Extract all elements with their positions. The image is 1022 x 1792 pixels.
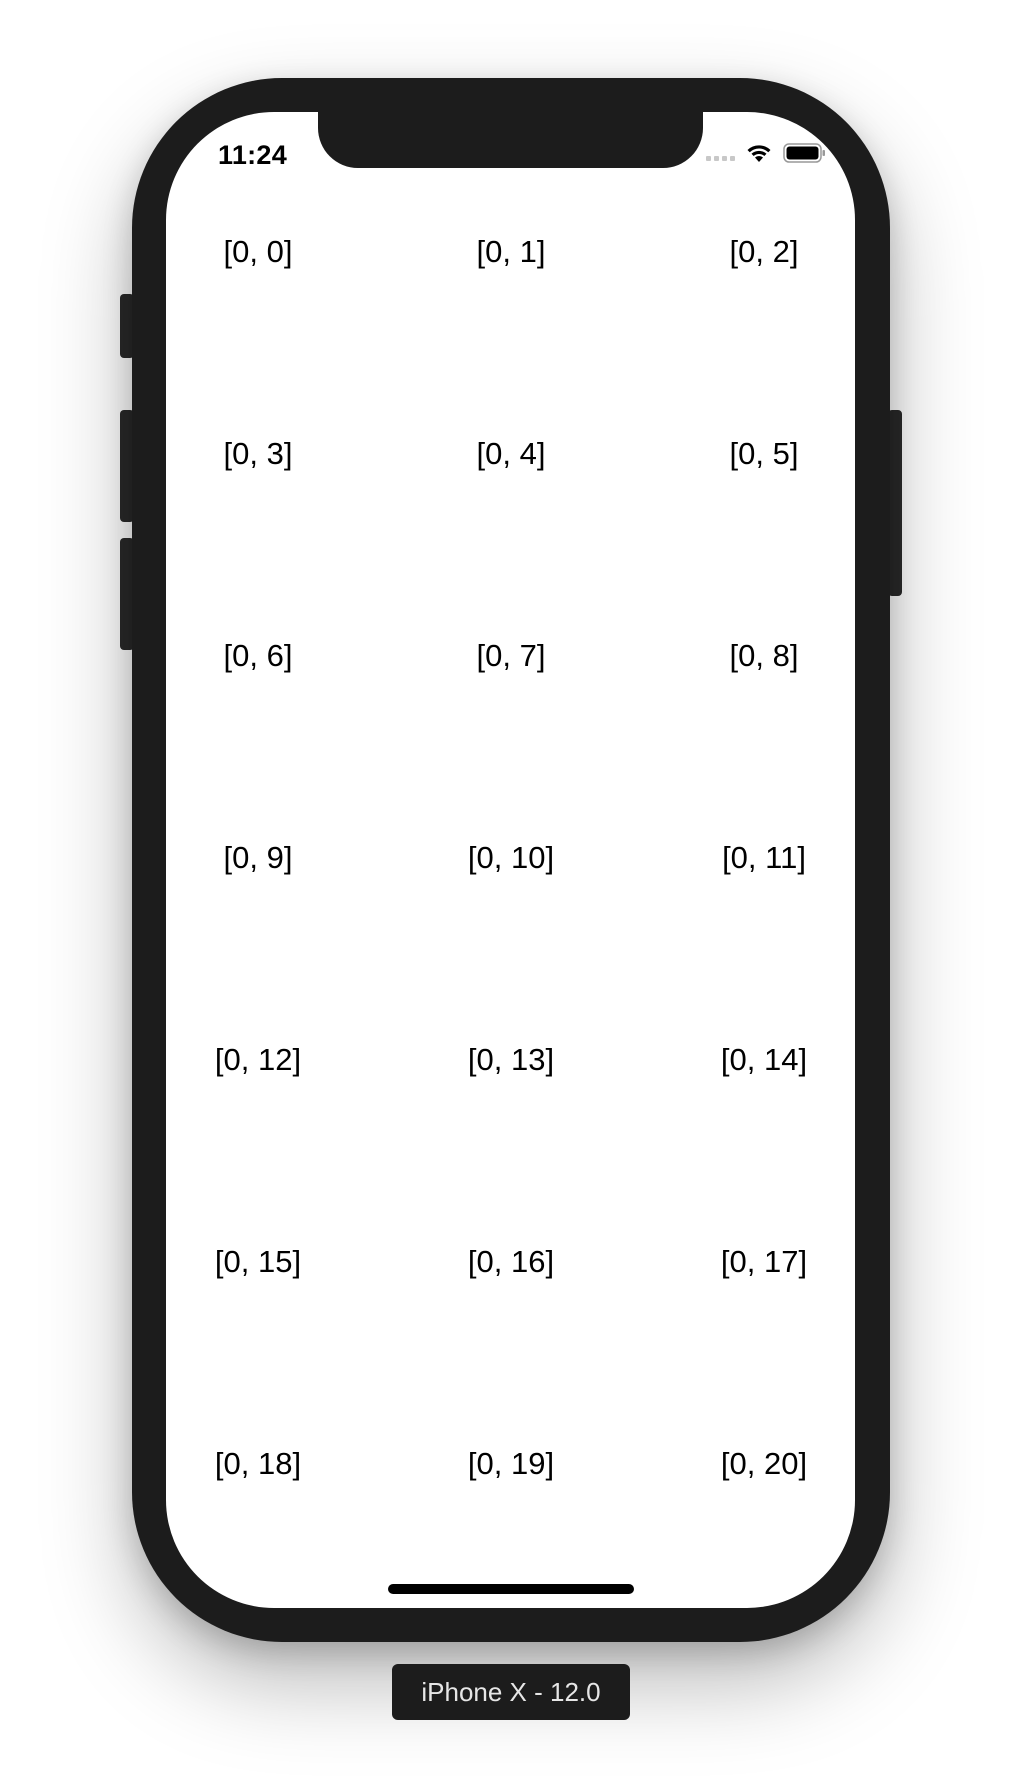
silent-switch: [120, 294, 134, 358]
home-indicator[interactable]: [388, 1584, 634, 1594]
collection-cell[interactable]: [0, 17]: [720, 1244, 808, 1279]
volume-down-button: [120, 538, 134, 650]
collection-cell[interactable]: [0, 20]: [720, 1446, 808, 1481]
status-icons: [706, 142, 827, 164]
collection-cell[interactable]: [0, 11]: [722, 840, 806, 875]
device-notch: [318, 112, 703, 168]
collection-cell[interactable]: [0, 10]: [467, 840, 555, 875]
collection-cell[interactable]: [0, 12]: [214, 1042, 302, 1077]
power-button: [888, 410, 902, 596]
collection-cell[interactable]: [0, 15]: [214, 1244, 302, 1279]
collection-cell[interactable]: [0, 6]: [223, 638, 293, 673]
collection-cell[interactable]: [0, 16]: [467, 1244, 555, 1279]
collection-cell[interactable]: [0, 4]: [476, 436, 546, 471]
collection-cell[interactable]: [0, 5]: [729, 436, 799, 471]
collection-cell[interactable]: [0, 18]: [214, 1446, 302, 1481]
cellular-signal-icon: [706, 155, 735, 161]
collection-cell[interactable]: [0, 13]: [467, 1042, 555, 1077]
collection-cell[interactable]: [0, 9]: [223, 840, 293, 875]
collection-cell[interactable]: [0, 0]: [223, 234, 293, 269]
volume-up-button: [120, 410, 134, 522]
device-screen: [0, 0] [0, 1] [0, 2] [0, 3] [0, 4] [0, 5] [0, …: [166, 112, 855, 1608]
collection-cell[interactable]: [0, 7]: [476, 638, 546, 673]
wifi-icon: [747, 145, 771, 162]
collection-cell[interactable]: [0, 19]: [467, 1446, 555, 1481]
collection-view[interactable]: [0, 0] [0, 1] [0, 2] [0, 3] [0, 4] [0, 5] [0, …: [166, 112, 855, 1608]
collection-cell[interactable]: [0, 2]: [729, 234, 799, 269]
collection-cell[interactable]: [0, 14]: [720, 1042, 808, 1077]
collection-cell[interactable]: [0, 3]: [223, 436, 293, 471]
battery-icon: [783, 143, 825, 163]
collection-cell[interactable]: [0, 8]: [729, 638, 799, 673]
device-name-label: iPhone X - 12.0: [392, 1664, 630, 1720]
status-time: 11:24: [218, 140, 288, 170]
collection-cell[interactable]: [0, 1]: [476, 234, 546, 269]
